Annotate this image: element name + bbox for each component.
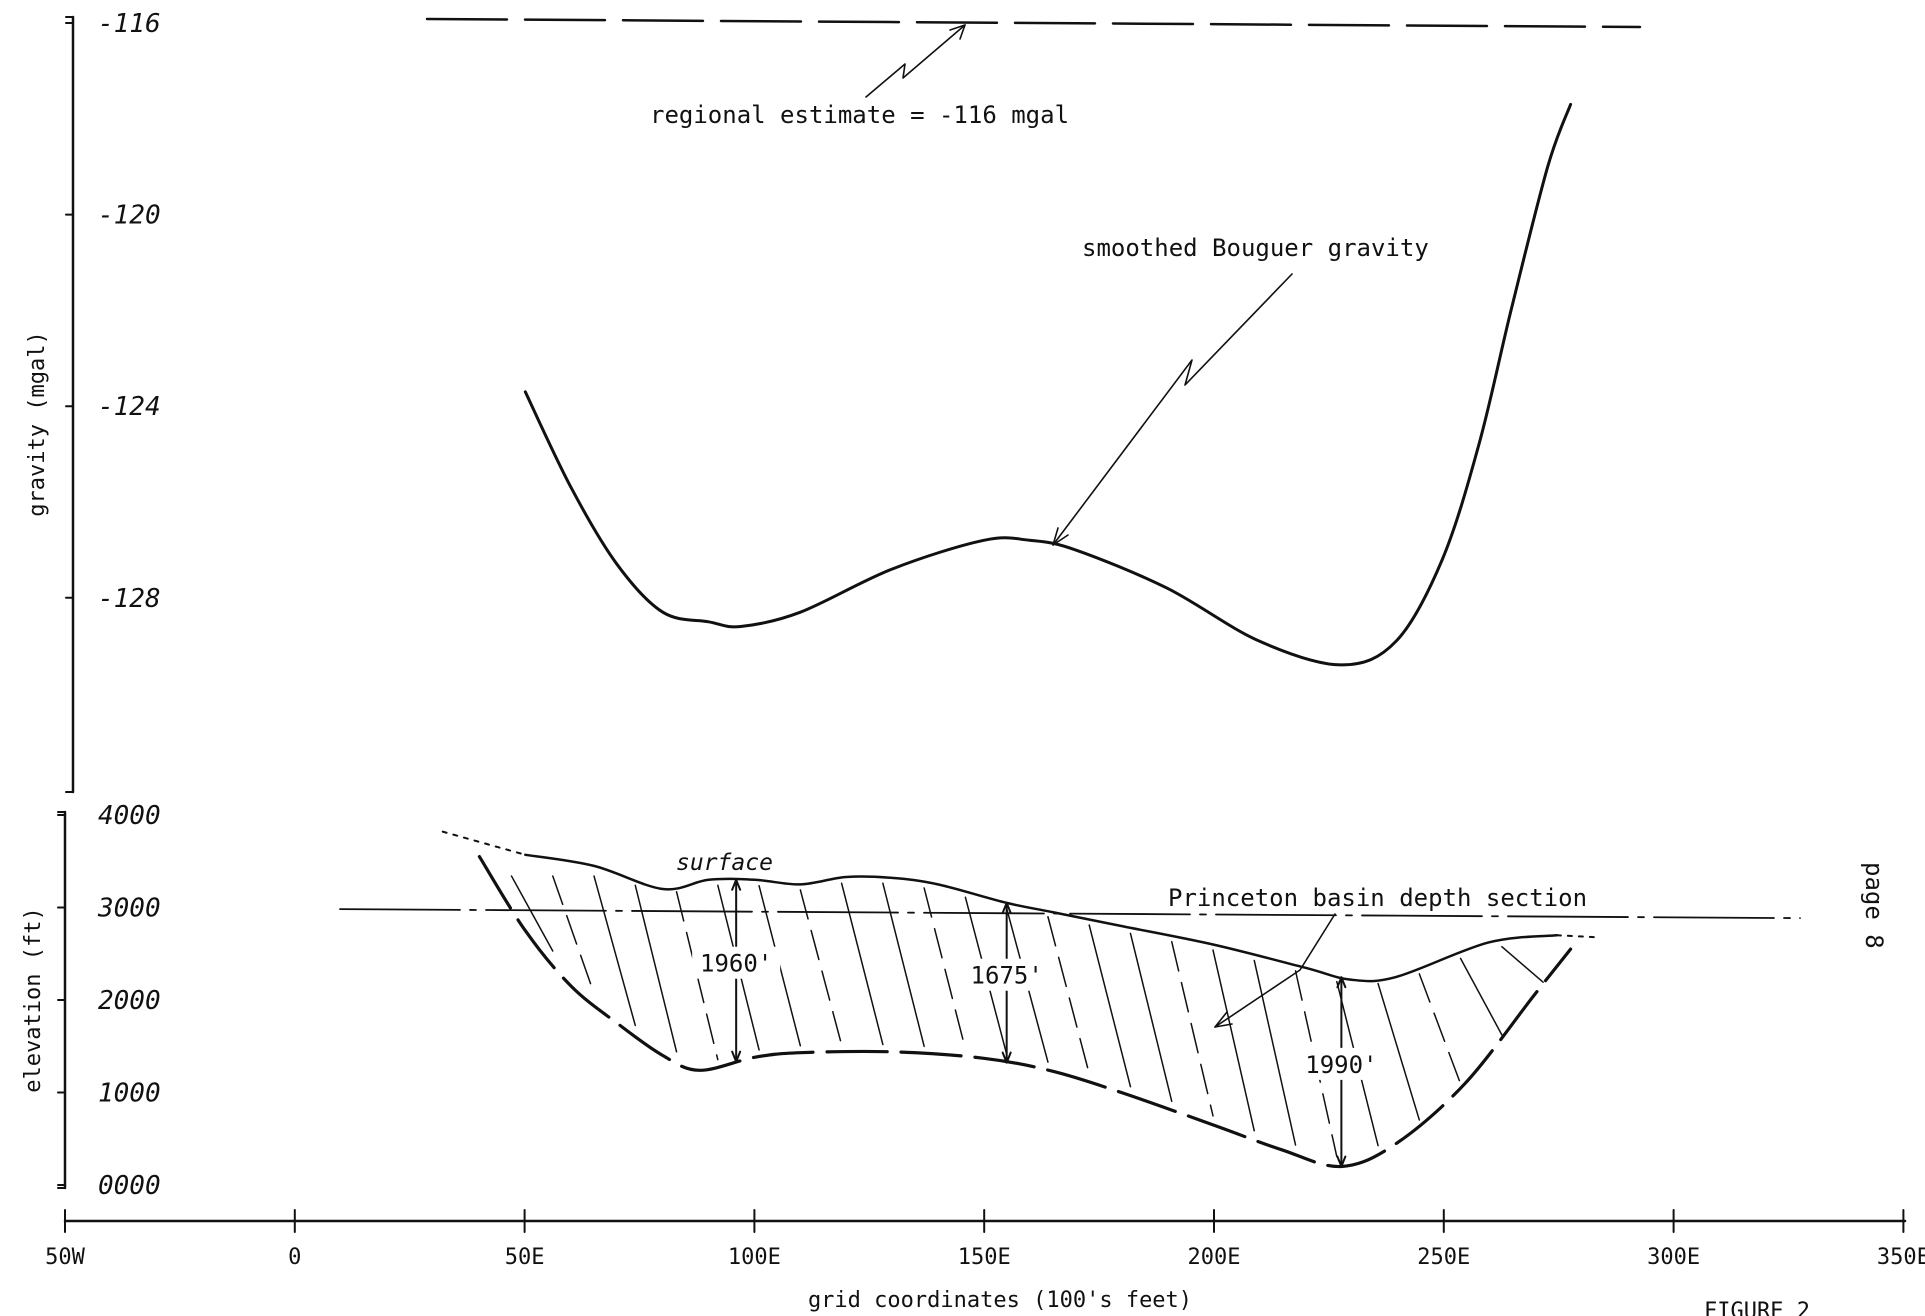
gravity-axis-title: gravity (mgal) xyxy=(25,331,50,516)
reference-level-line xyxy=(339,908,1801,920)
bouguer-curve-label: smoothed Bouguer gravity xyxy=(1082,234,1429,262)
hatch-line xyxy=(1212,949,1256,1132)
hatch-line xyxy=(1129,932,1173,1103)
x-axis-title: grid coordinates (100's feet) xyxy=(808,1288,1192,1313)
x-tick-label: 50W xyxy=(45,1245,85,1270)
x-tick-label: 300E xyxy=(1647,1245,1700,1270)
gravity-tick-label: -124 xyxy=(98,392,161,422)
depth-label: 1960' xyxy=(700,950,772,978)
depth-arrow-top xyxy=(1336,976,1347,989)
bouguer-leader-arrow xyxy=(1052,273,1293,546)
basin-arrowhead xyxy=(1214,1011,1233,1028)
x-tick-label: 100E xyxy=(728,1245,781,1270)
depth-label-bg xyxy=(1297,1047,1386,1080)
depth-label-bg xyxy=(962,958,1051,991)
figure-label: FIGURE 2 xyxy=(1704,1299,1810,1316)
surface-label: surface xyxy=(676,850,773,876)
hatch-line xyxy=(634,884,678,1053)
gravity-axis xyxy=(65,15,75,794)
depth-label: 1990' xyxy=(1305,1051,1377,1079)
hatch-line xyxy=(840,882,884,1046)
elevation-axis-title: elevation (ft) xyxy=(21,907,46,1092)
depth-label-bg xyxy=(692,946,781,979)
x-tick-label: 350E xyxy=(1877,1245,1925,1270)
hatch-line xyxy=(1170,940,1214,1117)
depth-arrow-bottom xyxy=(731,1050,742,1063)
surface-profile-dotted-ends xyxy=(441,830,1598,939)
basin-section-label: Princeton basin depth section xyxy=(1168,884,1587,912)
elevation-ticks: 4000 3000 2000 1000 0000 xyxy=(57,801,161,1201)
hatch-line xyxy=(799,889,843,1046)
hatch-line xyxy=(1459,957,1503,1036)
hatch-line xyxy=(1047,916,1090,1075)
gravity-tick-label: -116 xyxy=(98,9,161,39)
regional-estimate-label: regional estimate = -116 mgal xyxy=(650,101,1069,129)
depth-markers: 1960' 1675' 1990' xyxy=(692,878,1386,1168)
depth-arrow-bottom xyxy=(1336,1155,1347,1168)
hatch-line xyxy=(882,882,925,1048)
elevation-tick-label: 4000 xyxy=(98,801,161,831)
hatch-line xyxy=(552,875,595,995)
surface-profile xyxy=(524,853,1559,983)
regional-estimate-line xyxy=(425,17,1642,29)
regional-arrowhead xyxy=(949,24,966,40)
hatch-line xyxy=(1418,973,1462,1085)
gravity-tick-label: -120 xyxy=(98,201,161,231)
bouguer-arrowhead xyxy=(1052,527,1069,546)
elevation-tick-label: 1000 xyxy=(98,1079,161,1109)
basin-floor-profile xyxy=(477,855,1573,1169)
x-tick-label: 250E xyxy=(1417,1245,1470,1270)
depth-arrow-top xyxy=(731,878,742,891)
elevation-tick-label: 2000 xyxy=(98,986,161,1016)
hatch-line xyxy=(510,875,554,952)
hatch-line xyxy=(1253,959,1297,1146)
page-note: page 8 xyxy=(1860,862,1888,949)
x-tick-label: 0 xyxy=(288,1245,301,1270)
hatch-line xyxy=(1377,982,1421,1121)
elevation-tick-label: 3000 xyxy=(97,894,161,924)
x-tick-label: 150E xyxy=(958,1245,1011,1270)
regional-leader-arrow xyxy=(865,24,966,98)
smoothed-bouguer-gravity-curve xyxy=(523,102,1573,667)
elevation-tick-label: 0000 xyxy=(98,1171,161,1201)
basin-hatching xyxy=(510,875,1544,1158)
depth-arrow-top xyxy=(1001,901,1012,914)
depth-label: 1675' xyxy=(971,962,1043,990)
depth-arrow-bottom xyxy=(1001,1051,1012,1064)
x-axis-ticks: 50W 0 50E 100E 150E 200E 250E 300E 350E xyxy=(45,1209,1925,1270)
x-tick-label: 50E xyxy=(505,1245,545,1270)
x-tick-label: 200E xyxy=(1188,1245,1241,1270)
gravity-ticks: -116 -120 -124 -128 xyxy=(65,9,161,614)
hatch-line xyxy=(1501,945,1544,983)
basin-leader-arrow xyxy=(1214,913,1336,1028)
hatch-line xyxy=(1088,924,1132,1088)
hatch-line xyxy=(923,887,967,1051)
gravity-tick-label: -128 xyxy=(98,584,161,614)
hatch-line xyxy=(593,875,637,1027)
